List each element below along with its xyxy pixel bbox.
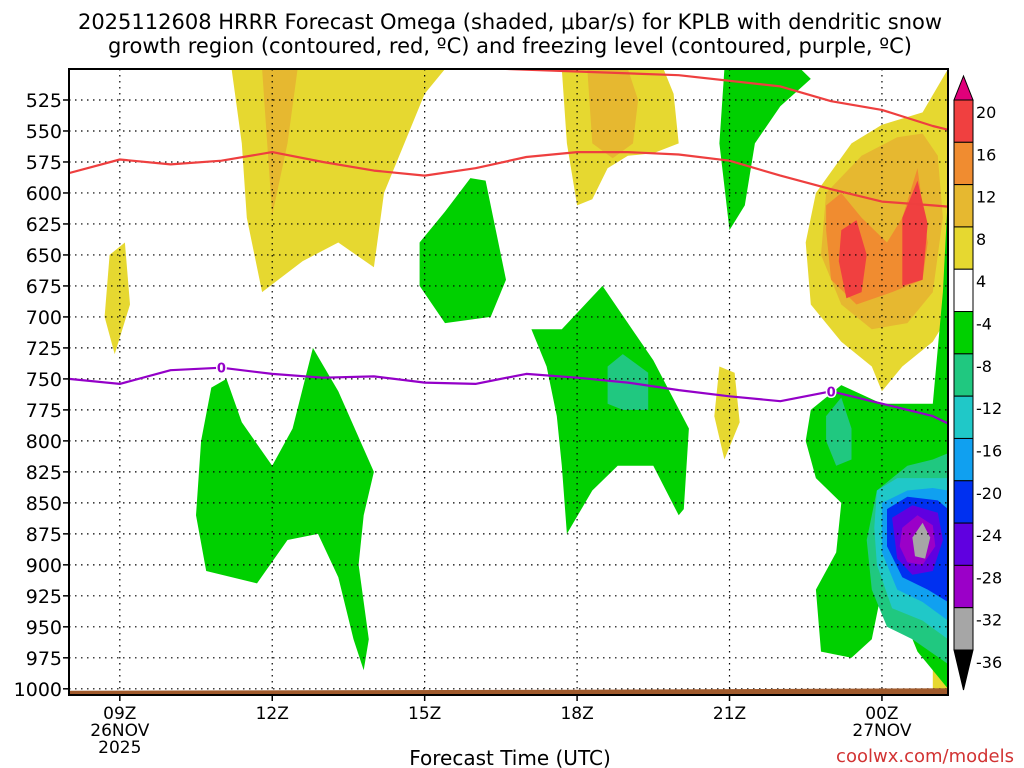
y-tick-label-825: 825 — [26, 462, 62, 484]
colorbar-top-arrow — [953, 74, 974, 101]
y-tick-label-775: 775 — [26, 400, 62, 422]
y-axis: 525 550 575 600 625 650 675 700 725 750 775 800 825 8… — [14, 90, 69, 701]
y-tick-label-675: 675 — [26, 276, 62, 298]
freezing-level-line — [69, 366, 948, 425]
x-tick-label-27NOV: 27NOV — [852, 721, 911, 741]
colorbar-label--16: -16 — [976, 441, 1002, 460]
x-tick-label-00Z: 00Z — [865, 704, 898, 724]
omega-region-9 — [838, 220, 867, 299]
plot-area: 00 — [69, 69, 948, 695]
omega-region-5 — [714, 366, 740, 460]
x-tick-label-12Z: 12Z — [256, 704, 289, 724]
colorbar-label-4: 4 — [976, 272, 986, 291]
colorbar-box-11 — [953, 564, 974, 609]
colorbar-box-0 — [953, 99, 974, 143]
omega-region-14 — [196, 347, 374, 671]
y-tick-label-975: 975 — [26, 648, 62, 670]
colorbar-label--12: -12 — [976, 399, 1002, 418]
colorbar-label--8: -8 — [976, 357, 992, 376]
omega-region-18 — [826, 397, 852, 466]
colorbar-label-16: 16 — [976, 145, 996, 164]
terrain — [69, 688, 948, 695]
y-tick-label-900: 900 — [26, 555, 62, 577]
y-tick-label-550: 550 — [26, 121, 62, 143]
colorbar-box-9 — [953, 480, 974, 524]
plot-frame — [68, 68, 949, 696]
chart-title-line1: 2025112608 HRRR Forecast Omega (shaded, … — [78, 10, 942, 34]
omega-region-2 — [104, 242, 130, 355]
colorbar-box-5 — [953, 311, 974, 355]
credit-link[interactable]: coolwx.com/models — [836, 746, 1014, 767]
y-tick-label-1000: 1000 — [14, 679, 62, 701]
colorbar-box-4 — [953, 268, 974, 313]
chart-title-line2: growth region (contoured, red, ºC) and f… — [108, 34, 912, 58]
freezing-level-label-1: 0 — [827, 385, 836, 400]
omega-region-10 — [902, 180, 928, 286]
omega-region-4 — [587, 69, 639, 159]
x-tick-label-2025: 2025 — [98, 738, 141, 758]
omega-region-12 — [719, 69, 811, 231]
colorbar-label--32: -32 — [976, 611, 1002, 630]
colorbar-label--28: -28 — [976, 568, 1002, 587]
y-tick-label-600: 600 — [26, 183, 62, 205]
colorbar-label--36: -36 — [976, 653, 1002, 672]
colorbar: 20 16 12 8 4 -4 -8 -12 -16 -20 -24 -28 -32 -36 — [953, 74, 1002, 691]
x-tick-label-18Z: 18Z — [560, 704, 593, 724]
omega-region-1 — [262, 69, 298, 216]
colorbar-box-7 — [953, 395, 974, 439]
colorbar-bottom-arrow — [953, 649, 974, 691]
colorbar-label-12: 12 — [976, 188, 996, 207]
colorbar-label-20: 20 — [976, 103, 996, 122]
colorbar-label--24: -24 — [976, 526, 1002, 545]
colorbar-box-3 — [953, 226, 974, 270]
y-tick-label-525: 525 — [26, 90, 62, 112]
colorbar-box-2 — [953, 184, 974, 228]
y-tick-label-950: 950 — [26, 617, 62, 639]
x-tick-label-09Z: 09Z — [103, 704, 136, 724]
y-tick-label-750: 750 — [26, 369, 62, 391]
y-tick-label-850: 850 — [26, 493, 62, 515]
y-tick-label-650: 650 — [26, 245, 62, 267]
colorbar-box-6 — [953, 353, 974, 397]
omega-region-13 — [419, 178, 506, 324]
colorbar-box-10 — [953, 522, 974, 566]
x-tick-label-15Z: 15Z — [408, 704, 441, 724]
y-tick-label-725: 725 — [26, 338, 62, 360]
omega-shaded-regions — [104, 69, 948, 689]
colorbar-box-12 — [953, 607, 974, 651]
colorbar-label--4: -4 — [976, 315, 992, 334]
y-tick-label-575: 575 — [26, 152, 62, 174]
terrain-fill — [69, 688, 948, 695]
y-tick-label-800: 800 — [26, 431, 62, 453]
y-tick-label-875: 875 — [26, 524, 62, 546]
y-tick-label-700: 700 — [26, 307, 62, 329]
colorbar-label-8: 8 — [976, 230, 986, 249]
gridlines — [69, 69, 948, 695]
x-axis-label: Forecast Time (UTC) — [409, 746, 611, 768]
freezing-level-label-0: 0 — [217, 362, 226, 377]
colorbar-label--20: -20 — [976, 484, 1002, 503]
dgz-lower-line — [69, 151, 948, 208]
dgz-upper-line — [478, 69, 948, 131]
y-tick-label-925: 925 — [26, 586, 62, 608]
y-tick-label-625: 625 — [26, 214, 62, 236]
contour-lines: 00 — [69, 69, 948, 425]
omega-region-25 — [912, 522, 931, 559]
colorbar-box-8 — [953, 437, 974, 482]
x-tick-label-21Z: 21Z — [713, 704, 746, 724]
x-tick-label-26NOV: 26NOV — [90, 721, 149, 741]
colorbar-box-1 — [953, 141, 974, 186]
